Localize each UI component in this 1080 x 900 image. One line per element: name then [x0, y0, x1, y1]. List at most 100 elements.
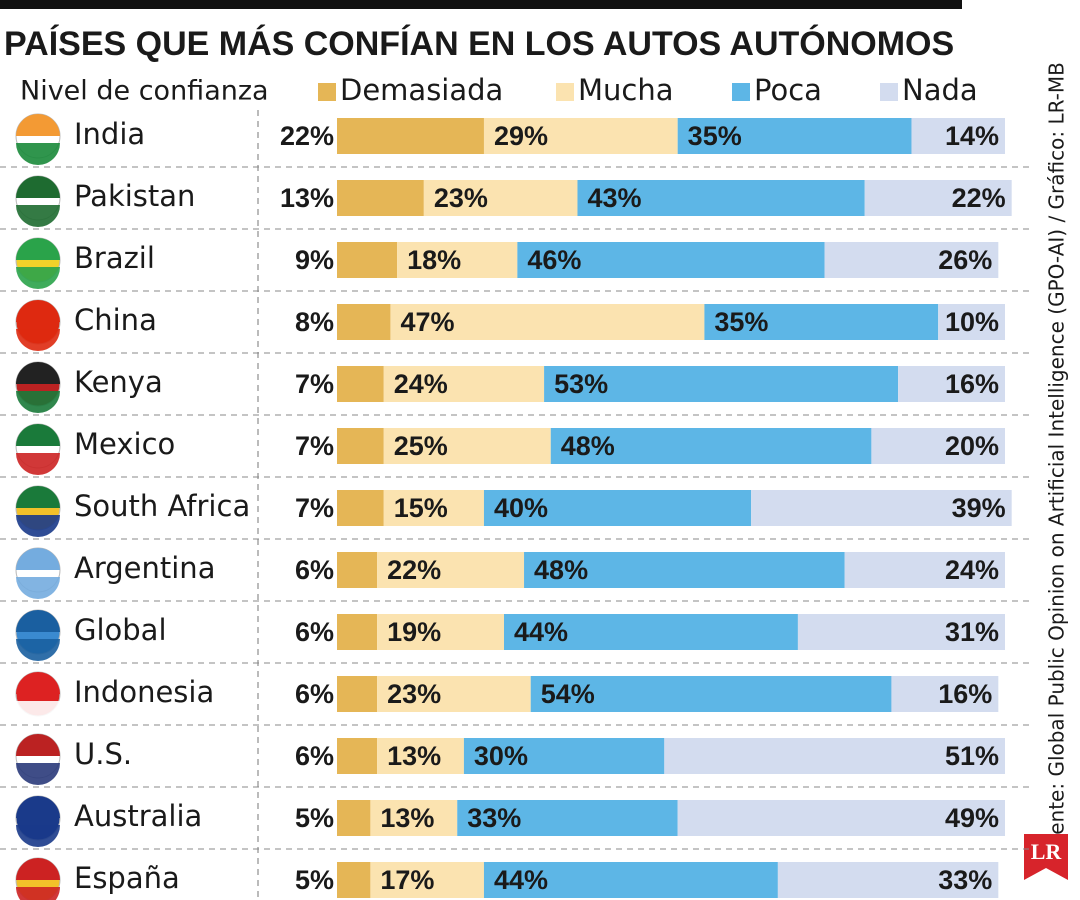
flag-part [16, 701, 60, 723]
category-label: Australia [74, 799, 202, 833]
value-label: 35% [714, 307, 768, 337]
value-label: 33% [938, 865, 992, 895]
category-label: Argentina [74, 551, 215, 585]
category-label: U.S. [74, 737, 132, 771]
value-label: 35% [688, 121, 742, 151]
bar-segment [797, 614, 1005, 650]
category-label: Pakistan [74, 179, 195, 213]
legend-title: Nivel de confianza [20, 76, 269, 107]
value-label: 24% [394, 369, 448, 399]
flag-part [16, 453, 60, 475]
value-label: 5% [295, 803, 334, 833]
value-label: 7% [295, 369, 334, 399]
value-label: 53% [554, 369, 608, 399]
bar-segment [383, 490, 484, 526]
bar-segment [938, 304, 1005, 340]
flag-part [16, 672, 60, 694]
legend-swatch [318, 83, 336, 101]
value-label: 15% [394, 493, 448, 523]
category-label: Global [74, 613, 167, 647]
value-label: 6% [295, 679, 334, 709]
value-label: 31% [945, 617, 999, 647]
bar-segment [677, 800, 1005, 836]
flag-part [16, 486, 60, 508]
value-label: 26% [938, 245, 992, 275]
value-label: 44% [494, 865, 548, 895]
bar-segment [871, 428, 1005, 464]
bar-segment [337, 676, 378, 712]
source: Fuente: Global Public Opinion on Artific… [1045, 62, 1069, 858]
bar-segment [377, 738, 464, 774]
bar-segment [483, 862, 778, 898]
logo: LR [1031, 839, 1063, 864]
chart-title: PAÍSES QUE MÁS CONFÍAN EN LOS AUTOS AUTÓ… [4, 25, 954, 63]
value-label: 18% [407, 245, 461, 275]
value-label: 6% [295, 555, 334, 585]
flag-part [16, 329, 60, 351]
flag-part [16, 548, 60, 570]
bar-segment [370, 800, 458, 836]
value-label: 9% [295, 245, 334, 275]
flag-part [16, 238, 60, 260]
value-label: 30% [474, 741, 528, 771]
category-label: Indonesia [74, 675, 214, 709]
flag-part [16, 763, 60, 785]
flag-part [16, 143, 60, 165]
value-label: 49% [945, 803, 999, 833]
bar-segment [337, 428, 384, 464]
value-label: 13% [387, 741, 441, 771]
bar-segment [891, 676, 999, 712]
flag-part [16, 858, 60, 880]
value-label: 7% [295, 493, 334, 523]
bar-segment [423, 180, 578, 216]
value-label: 23% [387, 679, 441, 709]
value-label: 22% [280, 121, 334, 151]
bar-segment [337, 800, 371, 836]
value-label: 10% [945, 307, 999, 337]
bar-segment [383, 428, 551, 464]
flag-part [16, 639, 60, 661]
flag-part [16, 515, 60, 537]
legend-swatch [880, 83, 898, 101]
bar-segment [544, 366, 899, 402]
value-label: 13% [380, 803, 434, 833]
bar-segment [337, 242, 398, 278]
flag-part [16, 205, 60, 227]
flag-part [16, 176, 60, 198]
value-label: 29% [494, 121, 548, 151]
category-label: Kenya [74, 365, 163, 399]
value-label: 22% [387, 555, 441, 585]
bar-segment [337, 614, 378, 650]
value-label: 54% [541, 679, 595, 709]
value-label: 19% [387, 617, 441, 647]
bar-segment [517, 242, 825, 278]
bar-segment [577, 180, 865, 216]
bar-segment [337, 180, 424, 216]
legend-swatch [556, 83, 574, 101]
bar-segment [337, 552, 378, 588]
value-label: 16% [938, 679, 992, 709]
value-label: 16% [945, 369, 999, 399]
bar-segment [677, 118, 912, 154]
value-label: 43% [587, 183, 641, 213]
flag-part [16, 734, 60, 756]
flag-part [16, 577, 60, 599]
logo-badge [1024, 834, 1068, 880]
value-label: 51% [945, 741, 999, 771]
value-label: 23% [434, 183, 488, 213]
legend-label: Poca [754, 73, 822, 107]
category-label: Brazil [74, 241, 155, 275]
bar-segment [664, 738, 1005, 774]
value-label: 25% [394, 431, 448, 461]
legend-swatch [732, 83, 750, 101]
legend-label: Demasiada [340, 73, 503, 107]
bar-segment [911, 118, 1005, 154]
bar-segment [457, 800, 678, 836]
flag-part [16, 114, 60, 136]
bar-segment [337, 118, 484, 154]
value-label: 7% [295, 431, 334, 461]
bar-segment [524, 552, 845, 588]
bar-segment [824, 242, 999, 278]
flag-part [16, 796, 60, 818]
flag-part [16, 300, 60, 322]
